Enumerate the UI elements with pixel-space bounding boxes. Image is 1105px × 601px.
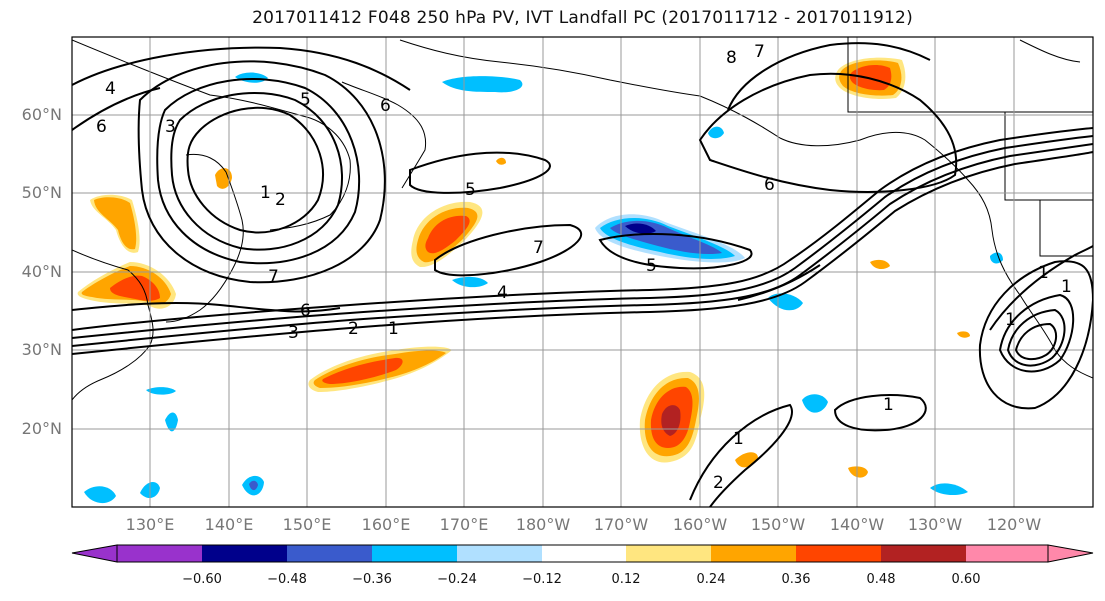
contour-label: 1 xyxy=(1038,263,1049,283)
lon-label: 130°E xyxy=(125,515,175,534)
pc-shading xyxy=(77,57,1003,504)
colorbar-swatch xyxy=(372,545,457,562)
contour-label: 6 xyxy=(764,175,775,195)
contour-label: 7 xyxy=(533,238,544,258)
lon-label: 130°W xyxy=(907,515,963,534)
colorbar-tick: 0.60 xyxy=(951,572,981,587)
map-title: 2017011412 F048 250 hPa PV, IVT Landfall… xyxy=(252,8,913,28)
colorbar-tick: 0.12 xyxy=(611,572,641,587)
colorbar-swatch xyxy=(966,545,1048,562)
colorbar-swatch xyxy=(457,545,542,562)
colorbar-tick: 0.48 xyxy=(866,572,896,587)
contour-label: 2 xyxy=(713,473,724,493)
contour-label: 6 xyxy=(300,301,311,321)
lon-label: 180°W xyxy=(515,515,571,534)
lon-label: 160°W xyxy=(672,515,728,534)
contour-label: 5 xyxy=(465,180,476,200)
lat-label: 20°N xyxy=(21,419,62,438)
colorbar-tick: −0.48 xyxy=(267,572,307,587)
contour-label: 1 xyxy=(733,429,744,449)
contour-label: 6 xyxy=(380,96,391,116)
contour-label: 1 xyxy=(1005,310,1016,330)
colorbar-tick: −0.24 xyxy=(437,572,477,587)
contour-label: 4 xyxy=(497,283,508,303)
colorbar-swatch xyxy=(796,545,881,562)
map-frame xyxy=(71,36,1094,508)
lat-label: 40°N xyxy=(21,262,62,281)
colorbar-tick: −0.12 xyxy=(522,572,562,587)
contour-label: 1 xyxy=(260,183,271,203)
lon-label: 150°E xyxy=(282,515,332,534)
colorbar-extend-low xyxy=(71,544,118,563)
colorbar-swatch xyxy=(711,545,796,562)
colorbar-extend-high xyxy=(1047,544,1094,563)
colorbar-swatch xyxy=(202,545,287,562)
contour-label: 2 xyxy=(348,319,359,339)
contour-label: 4 xyxy=(105,79,116,99)
contour-label: 1 xyxy=(388,319,399,339)
contour-label: 5 xyxy=(646,256,657,276)
colorbar-tick: −0.60 xyxy=(182,572,222,587)
contour-label: 6 xyxy=(96,117,107,137)
lon-label: 140°W xyxy=(829,515,885,534)
lon-label: 170°E xyxy=(439,515,489,534)
lon-label: 160°E xyxy=(361,515,411,534)
coastlines xyxy=(72,37,1093,401)
contour-label: 2 xyxy=(275,190,286,210)
colorbar xyxy=(71,544,1094,563)
contour-label: 5 xyxy=(300,90,311,110)
colorbar-tick: −0.36 xyxy=(352,572,392,587)
colorbar-swatch xyxy=(117,545,202,562)
colorbar-swatch xyxy=(881,545,966,562)
graticule xyxy=(72,37,1093,507)
pv-contours xyxy=(72,42,1093,507)
lon-label: 140°E xyxy=(204,515,254,534)
colorbar-swatch xyxy=(287,545,372,562)
contour-label: 3 xyxy=(165,117,176,137)
lat-label: 30°N xyxy=(21,340,62,359)
contour-label: 1 xyxy=(883,395,894,415)
contour-label: 1 xyxy=(1061,277,1072,297)
lat-label: 50°N xyxy=(21,183,62,202)
lon-label: 170°W xyxy=(593,515,649,534)
contour-labels: 4 6 3 5 6 2 1 7 6 3 2 1 5 7 4 5 8 7 6 1 … xyxy=(96,42,1072,493)
contour-label: 8 xyxy=(726,48,737,68)
colorbar-swatch xyxy=(542,545,626,562)
lat-label: 60°N xyxy=(21,105,62,124)
colorbar-swatch xyxy=(626,545,711,562)
lon-label: 120°W xyxy=(986,515,1042,534)
contour-label: 7 xyxy=(754,42,765,62)
contour-label: 3 xyxy=(288,323,299,343)
colorbar-tick: 0.36 xyxy=(781,572,811,587)
lon-label: 150°W xyxy=(750,515,806,534)
colorbar-tick: 0.24 xyxy=(696,572,726,587)
contour-label: 7 xyxy=(268,267,279,287)
